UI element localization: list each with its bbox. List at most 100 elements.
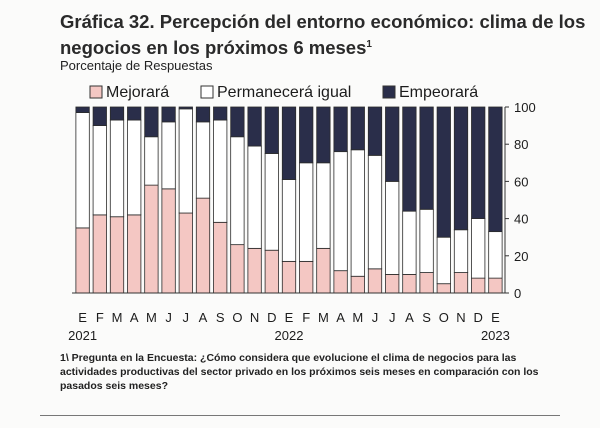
footnote: 1\ Pregunta en la Encuesta: ¿Cómo consid…	[60, 352, 539, 392]
bar-1-12	[264, 249, 279, 294]
x-tick-label-24: D	[474, 310, 483, 325]
bar-3-17	[350, 106, 365, 151]
x-tick-label-11: N	[250, 310, 259, 325]
bar-2-5	[144, 136, 159, 186]
bar-3-20	[402, 106, 417, 212]
legend-swatch-1	[89, 85, 103, 99]
bar-2-25	[488, 231, 503, 279]
bar-2-23	[453, 229, 469, 273]
bar-2-22	[436, 236, 451, 285]
bar-2-2	[92, 125, 107, 216]
x-tick-label-8: A	[199, 310, 208, 325]
bar-1-2	[92, 214, 107, 294]
bar-2-21	[419, 208, 434, 273]
bar-1-11	[247, 247, 262, 294]
x-tick-label-6: J	[165, 310, 172, 325]
bar-3-15	[316, 106, 331, 164]
bar-1-19	[385, 273, 400, 294]
bar-3-13	[281, 106, 297, 180]
bar-3-25	[488, 106, 503, 233]
legend-label-3: Empeorará	[399, 84, 478, 101]
bar-3-19	[385, 106, 400, 182]
bar-1-20	[402, 273, 417, 294]
bar-1-7	[178, 212, 193, 294]
x-tick-label-14: F	[302, 310, 310, 325]
bar-1-9	[213, 221, 228, 294]
bar-3-2	[92, 106, 107, 127]
bar-1-14	[299, 260, 314, 294]
bar-1-8	[195, 197, 211, 294]
legend-swatch-3	[382, 85, 396, 99]
bar-3-11	[247, 106, 262, 147]
bar-2-10	[230, 136, 245, 246]
x-tick-label-21: S	[422, 310, 431, 325]
x-tick-label-9: S	[216, 310, 225, 325]
bar-1-15	[316, 247, 331, 294]
bar-2-4	[127, 119, 142, 216]
bar-3-1	[75, 106, 90, 113]
bar-1-16	[333, 270, 348, 294]
bar-1-1	[75, 227, 90, 294]
x-tick-label-13: E	[285, 310, 294, 325]
bar-2-11	[247, 145, 262, 249]
bar-2-7	[178, 108, 193, 214]
bar-1-10	[230, 244, 245, 294]
y-tick-label-2: 40	[514, 212, 528, 227]
bar-1-17	[350, 275, 365, 294]
x-tick-label-15: M	[318, 310, 329, 325]
x-tick-label-10: O	[232, 310, 242, 325]
bar-1-3	[109, 216, 125, 294]
bar-3-9	[213, 106, 228, 121]
bar-1-6	[161, 188, 176, 294]
bar-1-4	[127, 214, 142, 294]
y-axis: 0 20 40 60 80 100	[72, 100, 536, 301]
x-tick-label-3: M	[112, 310, 123, 325]
bar-3-22	[436, 106, 451, 238]
x-tick-label-12: D	[267, 310, 276, 325]
x-tick-label-22: O	[439, 310, 449, 325]
x-tick-label-5: M	[146, 310, 157, 325]
bar-3-3	[109, 106, 125, 121]
y-tick-label-1: 20	[514, 249, 528, 264]
legend-swatch-2	[200, 85, 214, 99]
chart-subtitle: Porcentaje de Respuestas	[60, 58, 213, 73]
bar-2-6	[161, 121, 176, 190]
x-tick-label-23: N	[456, 310, 465, 325]
bar-1-21	[419, 272, 434, 294]
bar-3-12	[264, 106, 279, 154]
x-tick-label-4: A	[130, 310, 139, 325]
bar-2-17	[350, 149, 365, 277]
x-tick-label-25: E	[491, 310, 500, 325]
bottom-divider	[40, 415, 560, 416]
bar-3-10	[230, 106, 245, 138]
x-tick-label-17: M	[352, 310, 363, 325]
bar-1-23	[453, 272, 469, 294]
year-label-2: 2022	[275, 328, 304, 343]
bar-2-13	[281, 179, 297, 262]
bar-1-24	[471, 277, 486, 294]
y-tick-label-0: 0	[514, 286, 521, 301]
bar-1-18	[367, 268, 383, 294]
bar-3-6	[161, 106, 176, 123]
y-tick-label-3: 60	[514, 174, 528, 189]
bars	[75, 106, 503, 294]
bar-2-19	[385, 180, 400, 275]
bar-2-20	[402, 210, 417, 275]
x-tick-label-18: J	[372, 310, 379, 325]
bar-3-7	[178, 106, 193, 110]
bar-2-9	[213, 119, 228, 223]
stacked-bar-chart: Mejorará Permanecerá igual Empeorará 0 20 40…	[68, 84, 536, 343]
bar-1-25	[488, 277, 503, 294]
bar-3-4	[127, 106, 142, 121]
bar-2-12	[264, 153, 279, 251]
bar-2-8	[195, 121, 211, 199]
y-tick-label-5: 100	[514, 100, 536, 115]
bar-1-13	[281, 260, 297, 294]
bar-2-1	[75, 112, 90, 229]
legend-label-1: Mejorará	[106, 84, 169, 101]
x-tick-label-1: E	[78, 310, 87, 325]
title-note-marker: 1	[366, 39, 372, 50]
bar-3-14	[299, 106, 314, 164]
legend: Mejorará Permanecerá igual Empeorará	[89, 84, 478, 101]
